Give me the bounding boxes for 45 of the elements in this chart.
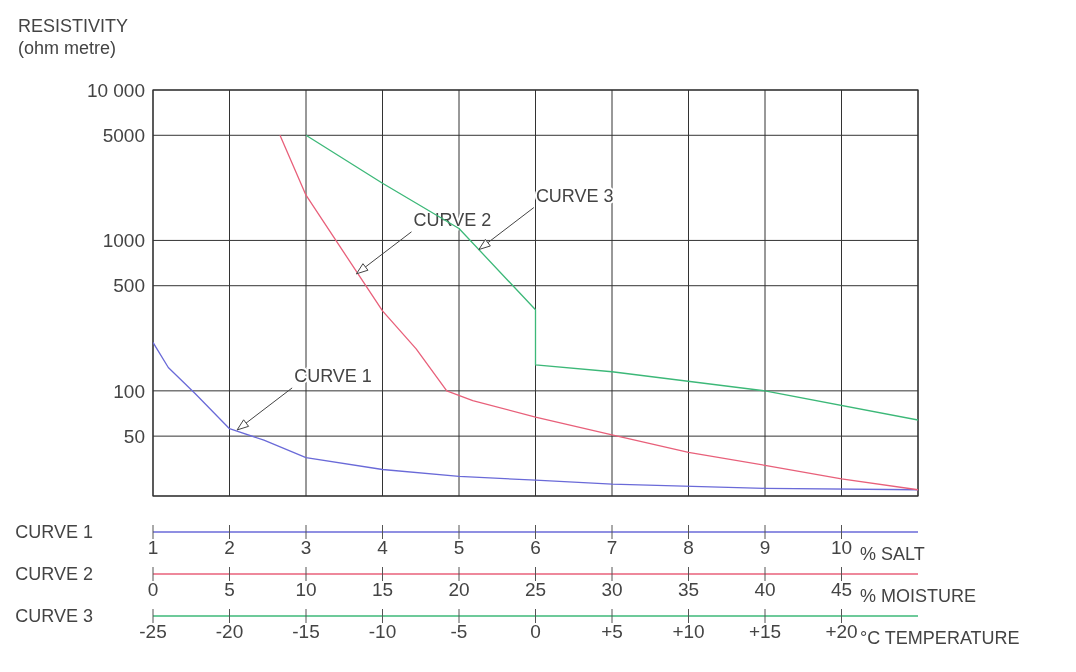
x-tick-label: 6 bbox=[530, 537, 541, 559]
annotation: CURVE 1 bbox=[294, 365, 372, 386]
x-tick-label: 2 bbox=[224, 537, 235, 559]
x-tick-label: 45 bbox=[830, 579, 853, 601]
y-axis-title: RESISTIVITY (ohm metre) bbox=[18, 16, 129, 58]
text: CURVE 3 bbox=[15, 606, 93, 626]
x-tick-label: 7 bbox=[606, 537, 618, 559]
text: CURVE 1 bbox=[15, 522, 93, 542]
x-tick-label: 40 bbox=[754, 579, 776, 601]
y-tick-label: 1000 bbox=[102, 230, 145, 252]
x-tick-label: 35 bbox=[677, 579, 700, 601]
x-axis-title: °C TEMPERATURE bbox=[860, 628, 1020, 648]
x-tick-label: 9 bbox=[759, 537, 771, 559]
x-tick-label: 5 bbox=[224, 579, 235, 601]
x-tick-label: 0 bbox=[530, 621, 541, 643]
x-tick-label: 1 bbox=[147, 537, 159, 559]
y-tick-label: 10 000 bbox=[86, 79, 145, 101]
x-tick-label: 10 bbox=[830, 537, 853, 559]
x-tick-label: -15 bbox=[292, 621, 320, 643]
x-tick-label: 8 bbox=[683, 537, 694, 559]
x-tick-label: 30 bbox=[601, 579, 623, 601]
x-tick-label: -5 bbox=[450, 621, 468, 643]
x-tick-label: 20 bbox=[448, 579, 470, 601]
text: CURVE 2 bbox=[15, 564, 93, 584]
x-tick-label: -20 bbox=[215, 621, 244, 643]
x-tick-label: +10 bbox=[672, 621, 705, 643]
x-tick-label: -10 bbox=[368, 621, 397, 643]
y-tick-label: 500 bbox=[113, 275, 145, 297]
x-axis-title: % MOISTURE bbox=[860, 586, 977, 606]
x-tick-label: 4 bbox=[377, 537, 389, 559]
x-tick-label: 10 bbox=[295, 579, 317, 601]
y-tick-label: 50 bbox=[123, 425, 145, 447]
y-tick-label: 5000 bbox=[102, 125, 145, 147]
x-tick-label: +5 bbox=[601, 621, 623, 643]
x-tick-label: +20 bbox=[825, 621, 858, 643]
x-tick-label: +15 bbox=[748, 621, 782, 643]
x-tick-label: 15 bbox=[371, 579, 394, 601]
x-tick-label: -25 bbox=[139, 621, 167, 643]
y-tick-label: 100 bbox=[113, 380, 145, 402]
x-tick-label: 25 bbox=[524, 579, 547, 601]
x-axis-title: % SALT bbox=[860, 544, 925, 564]
x-tick-label: 3 bbox=[300, 537, 312, 559]
x-tick-label: 0 bbox=[147, 579, 159, 601]
annotation: CURVE 3 bbox=[535, 185, 614, 206]
x-tick-label: 5 bbox=[453, 537, 465, 559]
